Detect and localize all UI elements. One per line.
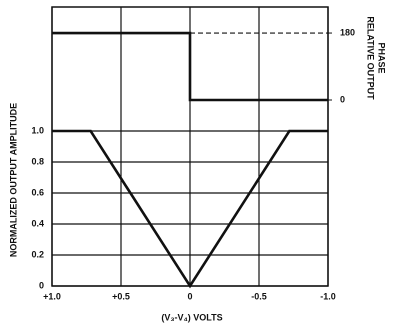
y2-axis-label: RELATIVE OUTPUT <box>366 16 376 100</box>
y-axis-label: NORMALIZED OUTPUT AMPLITUDE <box>8 103 18 257</box>
x-tick-label: -0.5 <box>251 291 267 301</box>
x-tick-label: +1.0 <box>43 291 61 301</box>
y2-tick-label: 180 <box>340 27 355 37</box>
y-tick-label: 0.6 <box>31 187 44 197</box>
series-line <box>52 129 328 289</box>
y-tick-label: 0.8 <box>31 156 44 166</box>
series-line <box>52 31 328 102</box>
y-tick-label: 0.4 <box>31 218 44 228</box>
y-tick-label: 1.0 <box>31 125 44 135</box>
y-tick-label: 0 <box>39 280 44 290</box>
x-tick-label: -1.0 <box>320 291 336 301</box>
y2-tick-label: 0 <box>340 94 345 104</box>
y2-axis-label: PHASE <box>377 42 387 73</box>
y-tick-label: 0.2 <box>31 249 44 259</box>
x-tick-label: +0.5 <box>112 291 130 301</box>
x-tick-label: 0 <box>187 291 192 301</box>
x-axis-label: (V₃-V₄) VOLTS <box>161 312 222 322</box>
